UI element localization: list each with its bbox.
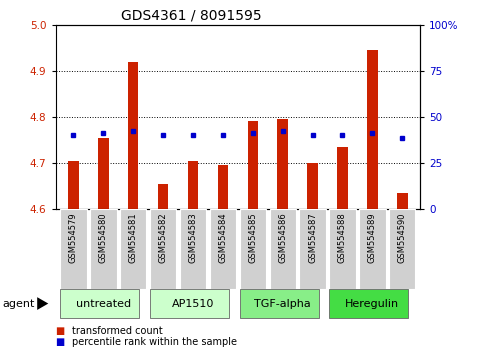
Text: GSM554588: GSM554588 (338, 212, 347, 263)
Bar (188, 161, 199, 209)
Bar (329, 209, 355, 289)
Text: GDS4361 / 8091595: GDS4361 / 8091595 (121, 9, 262, 23)
Bar (397, 193, 408, 209)
Text: agent: agent (2, 298, 35, 309)
Bar (359, 209, 385, 289)
Bar (270, 209, 296, 289)
Bar (158, 183, 169, 209)
Bar (60, 289, 139, 318)
Text: GSM554586: GSM554586 (278, 212, 287, 263)
Bar (329, 289, 408, 318)
Text: ■: ■ (56, 326, 65, 336)
Text: GSM554582: GSM554582 (158, 212, 168, 263)
Bar (68, 161, 79, 209)
Text: untreated: untreated (76, 298, 131, 309)
Bar (180, 209, 206, 289)
Text: ■: ■ (56, 337, 65, 347)
Text: GSM554579: GSM554579 (69, 212, 78, 263)
Text: GSM554585: GSM554585 (248, 212, 257, 263)
Text: AP1510: AP1510 (172, 298, 214, 309)
Bar (248, 121, 258, 209)
Bar (277, 119, 288, 209)
Bar (210, 209, 236, 289)
Text: percentile rank within the sample: percentile rank within the sample (72, 337, 238, 347)
Text: Heregulin: Heregulin (345, 298, 399, 309)
Text: TGF-alpha: TGF-alpha (255, 298, 311, 309)
Text: GSM554580: GSM554580 (99, 212, 108, 263)
Text: GSM554590: GSM554590 (398, 212, 407, 263)
Bar (389, 209, 415, 289)
Bar (337, 147, 348, 209)
Bar (367, 50, 378, 209)
Bar (98, 138, 109, 209)
Bar (240, 289, 319, 318)
Bar (150, 209, 176, 289)
Bar (128, 62, 139, 209)
Text: GSM554583: GSM554583 (188, 212, 198, 263)
Text: GSM554589: GSM554589 (368, 212, 377, 263)
Bar (240, 209, 266, 289)
Bar (299, 209, 326, 289)
Text: GSM554581: GSM554581 (129, 212, 138, 263)
Text: transformed count: transformed count (72, 326, 163, 336)
Bar (60, 209, 86, 289)
Bar (120, 209, 146, 289)
Text: GSM554584: GSM554584 (218, 212, 227, 263)
Text: GSM554587: GSM554587 (308, 212, 317, 263)
Bar (307, 163, 318, 209)
Bar (218, 165, 228, 209)
Bar (90, 209, 116, 289)
Bar (150, 289, 229, 318)
